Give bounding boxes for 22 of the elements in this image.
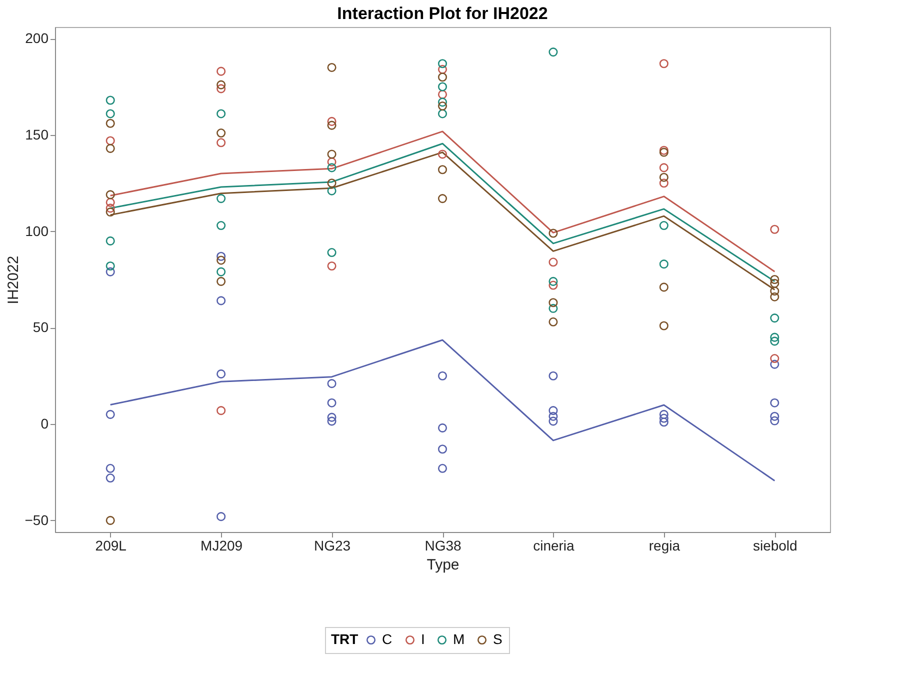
y-tick-label: −50 xyxy=(24,512,49,528)
y-tick-label: 150 xyxy=(25,126,49,142)
x-tick-label: regia xyxy=(648,538,680,554)
x-axis-title: Type xyxy=(426,556,460,574)
x-tick-label: cineria xyxy=(533,538,575,554)
legend-label: C xyxy=(382,631,392,647)
line-series xyxy=(110,339,776,482)
y-tick-label: 50 xyxy=(32,319,49,336)
legend-label: I xyxy=(421,631,425,647)
y-tick-label: 200 xyxy=(25,30,49,46)
legend-label: M xyxy=(453,631,465,647)
x-tick-label: siebold xyxy=(752,538,798,554)
x-tick-label: NG23 xyxy=(314,538,351,554)
chart-title: Interaction Plot for IH2022 xyxy=(337,4,548,23)
legend-title: TRT xyxy=(331,631,359,647)
y-axis-title: IH2022 xyxy=(4,256,22,304)
y-tick-label: 0 xyxy=(40,416,49,432)
x-tick-label: 209L xyxy=(95,538,127,554)
x-tick-label: NG38 xyxy=(424,538,462,554)
legend-label: S xyxy=(493,631,502,647)
x-tick-label: MJ209 xyxy=(200,538,243,554)
y-tick-label: 100 xyxy=(25,222,49,239)
